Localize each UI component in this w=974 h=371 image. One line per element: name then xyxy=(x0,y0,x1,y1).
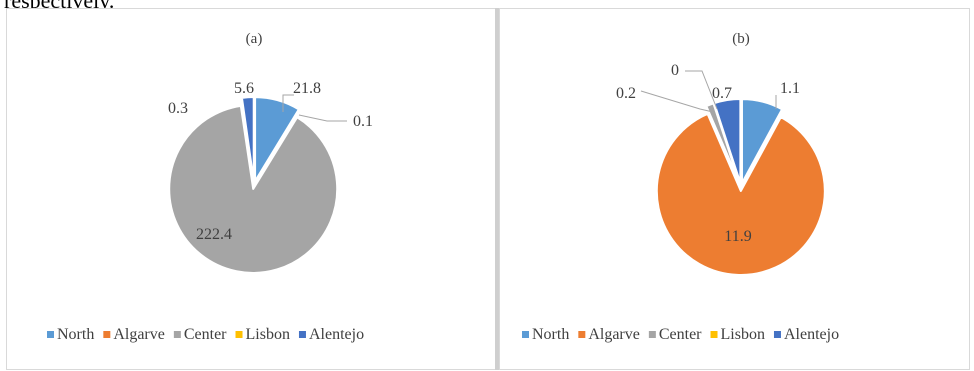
leader-line xyxy=(640,90,714,113)
leader-line xyxy=(282,94,294,112)
pie-chart-b-svg: (b) 1.1 11.9 0.2 0 0.7 North Algarve Center Lisbo… xyxy=(522,31,839,343)
leader-line xyxy=(685,70,718,110)
legend-label-north: North xyxy=(532,326,569,343)
chart-divider xyxy=(495,8,499,370)
data-label-alentejo: 0.7 xyxy=(712,85,732,102)
legend-swatch-algarve xyxy=(578,331,586,338)
data-label-center: 0.2 xyxy=(616,85,636,102)
data-label-lisbon: 0 xyxy=(671,62,679,79)
data-label-center: 222.4 xyxy=(196,226,232,243)
legend-swatch-north xyxy=(522,331,529,338)
legend-label-algarve: Algarve xyxy=(588,326,640,343)
data-label-algarve: 11.9 xyxy=(724,228,751,245)
legend-swatch-center xyxy=(648,331,656,338)
legend-label-alentejo: Alentejo xyxy=(309,326,364,343)
pie-slice-north xyxy=(254,96,300,183)
legend-label-center: Center xyxy=(659,326,702,343)
data-label-alentejo: 5.6 xyxy=(234,80,254,97)
legend-label-alentejo: Alentejo xyxy=(784,326,839,343)
legend-swatch-alentejo xyxy=(773,331,781,338)
pie-slice-center xyxy=(168,104,339,274)
legend-label-lisbon: Lisbon xyxy=(721,326,765,343)
leader-line xyxy=(298,114,347,122)
legend-label-lisbon: Lisbon xyxy=(246,326,290,343)
pie-chart-a-svg: (a) 21.8 0.1 222.4 0.3 5.6 North Algarve Center L… xyxy=(47,31,373,343)
legend-swatch-lisbon xyxy=(235,331,243,338)
pie-chart-a: (a) 21.8 0.1 222.4 0.3 5.6 North Algarve Center L… xyxy=(6,8,496,370)
legend-label-north: North xyxy=(57,326,94,343)
chart-title: (b) xyxy=(732,31,750,47)
legend-swatch-center xyxy=(173,331,181,338)
pie-chart-b: (b) 1.1 11.9 0.2 0 0.7 North Algarve Center Lisbo… xyxy=(499,8,970,370)
data-label-algarve: 0.1 xyxy=(353,113,373,130)
data-label-north: 1.1 xyxy=(780,80,800,97)
pie-slice-algarve xyxy=(655,112,826,276)
legend-swatch-algarve xyxy=(103,331,111,338)
legend-swatch-lisbon xyxy=(710,331,718,338)
pie-slice-north xyxy=(740,98,784,185)
pie-slice-alentejo xyxy=(240,96,255,183)
data-label-north: 21.8 xyxy=(293,80,321,97)
pie-slice-algarve xyxy=(255,108,301,183)
legend-swatch-north xyxy=(47,331,54,338)
legend-label-center: Center xyxy=(184,326,227,343)
data-label-lisbon: 0.3 xyxy=(168,100,188,117)
legend-label-algarve: Algarve xyxy=(113,326,165,343)
chart-title: (a) xyxy=(246,31,263,47)
legend-swatch-alentejo xyxy=(298,331,306,338)
